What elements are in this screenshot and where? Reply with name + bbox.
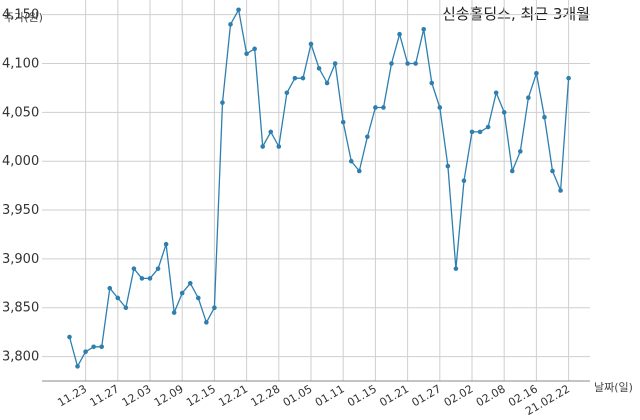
data-point <box>292 75 298 81</box>
data-point <box>485 124 491 130</box>
data-point <box>268 129 274 135</box>
data-point <box>163 241 169 247</box>
data-point <box>357 168 362 174</box>
data-point <box>534 70 539 76</box>
data-point <box>437 105 443 110</box>
data-point <box>501 110 507 115</box>
data-point <box>413 61 418 66</box>
y-tick-labels: 3,800 3,850 3,900 3,950 4,000 4,050 4,100 4,150 <box>2 8 39 365</box>
y-tick-label: 3,850 <box>2 301 39 316</box>
data-point <box>252 46 257 52</box>
data-point <box>389 61 394 66</box>
data-point <box>99 344 104 350</box>
horizontal-gridlines <box>42 14 590 358</box>
x-tick-label: 11.27 <box>88 382 122 409</box>
data-point <box>107 285 113 291</box>
data-point <box>324 80 330 86</box>
data-point <box>526 95 531 100</box>
data-point <box>397 31 402 37</box>
data-point <box>171 310 177 315</box>
y-axis-label: 주가(원) <box>4 11 43 24</box>
x-tick-labels: 11.2311.2712.0312.0912.1512.2112.2801.05… <box>55 382 572 418</box>
data-point <box>115 295 121 301</box>
y-tick-label: 4,150 <box>2 8 39 23</box>
x-tick-label: 12.15 <box>184 382 218 409</box>
data-point <box>550 168 555 174</box>
data-point <box>139 276 145 281</box>
y-tick-label: 3,900 <box>2 252 39 267</box>
x-tick-label: 12.21 <box>216 382 250 409</box>
data-point <box>131 266 137 271</box>
x-tick-label: 01.21 <box>377 382 411 409</box>
data-point <box>179 290 185 296</box>
data-point <box>453 266 459 271</box>
data-point <box>477 129 483 135</box>
data-point <box>469 129 475 135</box>
data-point <box>429 80 435 86</box>
x-axis-label: 날짜(일) <box>594 380 633 394</box>
data-point <box>308 41 314 47</box>
data-point <box>75 364 80 369</box>
data-point <box>373 105 378 110</box>
data-point <box>332 61 338 66</box>
x-tick-label: 12.28 <box>249 382 283 409</box>
data-point <box>518 149 523 154</box>
data-point <box>276 144 282 149</box>
data-point <box>493 90 499 96</box>
data-point <box>566 75 571 81</box>
data-point <box>204 320 209 325</box>
x-tick-label: 11.23 <box>55 382 89 409</box>
y-tick-label: 4,100 <box>2 57 39 72</box>
data-point <box>244 51 249 57</box>
data-point <box>67 334 72 340</box>
data-point <box>509 168 515 174</box>
data-point <box>155 266 161 271</box>
data-point <box>196 295 201 301</box>
data-point <box>340 119 346 125</box>
data-point <box>187 281 193 286</box>
y-tick-label: 3,950 <box>2 203 39 218</box>
x-tick-label: 01.05 <box>281 382 315 409</box>
chart-title: 신송홀딩스, 최근 3개월 <box>442 5 590 23</box>
data-point <box>348 158 354 164</box>
data-point <box>284 90 290 96</box>
data-point <box>123 305 129 311</box>
data-point <box>381 105 386 110</box>
data-point <box>558 188 563 193</box>
x-tick-label: 01.15 <box>345 382 379 409</box>
x-tick-label: 01.11 <box>313 382 347 409</box>
data-point <box>228 22 233 27</box>
data-point <box>445 163 451 169</box>
data-point <box>300 75 306 81</box>
y-tick-label: 4,000 <box>2 154 39 169</box>
vertical-gridlines <box>85 0 570 381</box>
x-tick-label: 02.08 <box>474 382 508 409</box>
data-point <box>236 7 241 13</box>
data-point <box>83 349 88 354</box>
y-tick-label: 3,800 <box>2 350 39 365</box>
data-point <box>260 144 266 149</box>
x-tick-label: 01.27 <box>410 382 444 409</box>
x-tick-label: 12.03 <box>120 382 154 409</box>
data-point <box>147 276 153 281</box>
x-tick-label: 12.09 <box>152 382 186 409</box>
data-point <box>212 305 217 311</box>
y-tick-label: 4,050 <box>2 105 39 120</box>
data-point <box>461 178 467 184</box>
data-point <box>316 66 322 71</box>
data-point <box>405 61 410 66</box>
data-point <box>91 344 96 350</box>
data-point <box>421 27 427 32</box>
price-series-points <box>67 7 571 369</box>
data-point <box>220 100 225 105</box>
data-point <box>542 114 547 120</box>
data-point <box>365 134 370 140</box>
x-tick-label: 02.02 <box>442 382 476 409</box>
